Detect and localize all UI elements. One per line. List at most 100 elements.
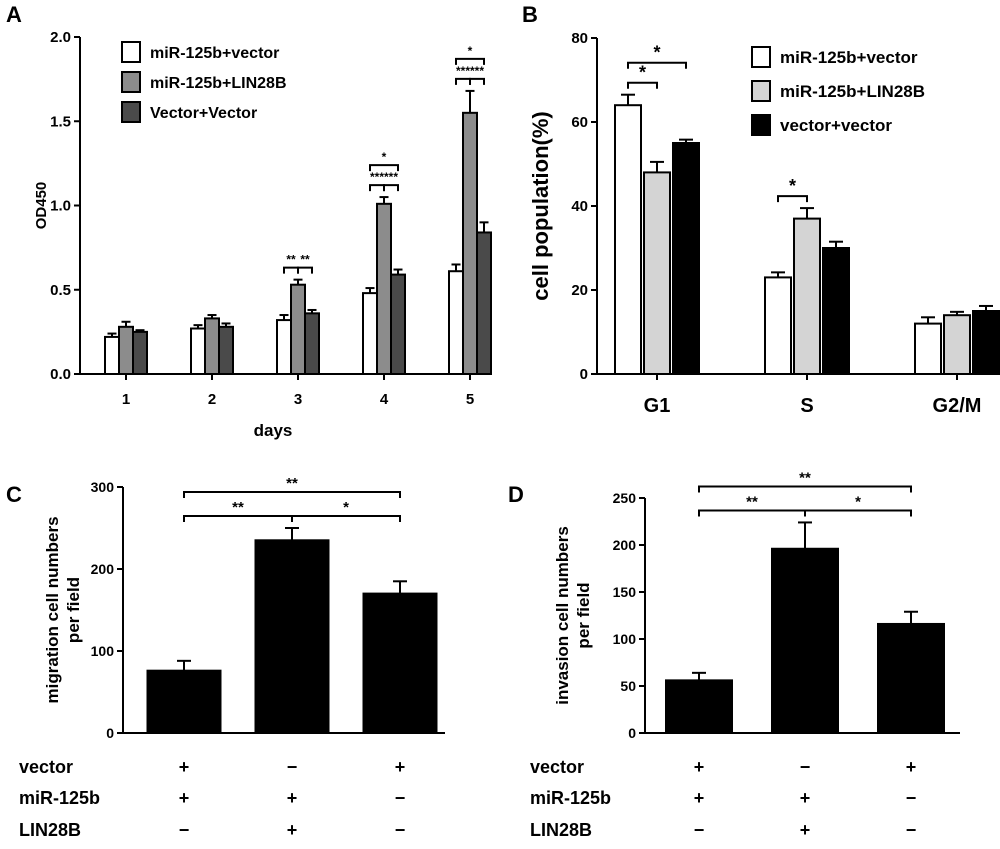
panel-a-legend-label: miR-125b+LIN28B	[150, 75, 287, 92]
panel-a-bar	[276, 319, 292, 375]
panel-b-bar	[943, 314, 971, 376]
panel-c-condition-mark: −	[287, 757, 298, 777]
panel-a-bar	[204, 317, 220, 375]
panel-a-legend-label: miR-125b+vector	[150, 45, 279, 62]
panel-a-legend-swatch	[121, 101, 141, 123]
panel-c-significance-label: *	[343, 499, 349, 516]
panel-a-bar	[448, 270, 464, 375]
panel-c-bar	[146, 669, 222, 734]
panel-a-x-tick-label: 2	[208, 391, 216, 408]
panel-a-bar	[376, 202, 392, 375]
panel-b-y-tick-label: 60	[571, 114, 588, 131]
panel-d-y-axis-label: invasion cell numbers per field	[553, 526, 593, 705]
panel-d-significance-bracket	[698, 509, 806, 517]
panel-a-significance-label: **	[300, 253, 310, 267]
panel-c-condition-mark: +	[179, 757, 190, 777]
panel-a-significance-bracket	[369, 164, 399, 172]
panel-d-bar	[665, 679, 733, 734]
panel-b-bar	[672, 142, 700, 375]
panel-a-x-tick-label: 1	[122, 391, 130, 408]
panel-b-legend-swatch	[751, 114, 771, 136]
panel-b-chart: 0 20 40 60 80 cell population(%) G1 S G2/M miR-12…	[528, 30, 1000, 417]
panel-a-significance-label: *	[468, 44, 473, 58]
panel-b-bar	[793, 217, 821, 375]
panel-c-y-tick-label: 100	[91, 643, 115, 659]
panel-a-chart: 0.0 0.5 1.0 1.5 2.0 OD450 1 2 3 4 5 days miR-125b+ve…	[33, 29, 492, 440]
panel-b-bar	[972, 310, 1000, 375]
panel-b-significance-bracket	[627, 81, 658, 89]
panel-d-y-tick-label: 200	[613, 537, 637, 553]
panel-a-bar	[476, 231, 492, 375]
panel-a-bar	[104, 335, 120, 375]
panel-d-y-tick-label: 100	[613, 631, 637, 647]
panel-d-y-tick-label: 150	[613, 584, 637, 600]
panel-b-legend-label: miR-125b+vector	[780, 48, 918, 67]
panel-d-condition-mark: −	[906, 820, 917, 840]
panel-d-bar	[877, 622, 945, 735]
panel-a-bar	[218, 325, 234, 376]
panel-d-significance-label: *	[855, 493, 861, 510]
panel-letter-b: B	[522, 2, 538, 27]
panel-b-y-tick-label: 40	[571, 198, 588, 215]
panel-c-condition-label: vector	[19, 757, 73, 777]
panel-c-condition-label: miR-125b	[19, 788, 100, 808]
panel-c-significance-bracket	[183, 491, 401, 498]
panel-c-chart: 0 100 200 300 migration cell numbers per fiel…	[19, 475, 445, 840]
panel-c-significance-label: **	[232, 499, 244, 516]
panel-b-bar	[614, 104, 642, 375]
panel-c-y-axis-label: migration cell numbers per field	[43, 516, 83, 703]
panel-b-y-tick-label: 0	[580, 366, 588, 383]
panel-a-bar	[118, 325, 134, 376]
panel-d-condition-mark: +	[800, 820, 811, 840]
panel-c-significance-label: **	[286, 475, 298, 492]
panel-a-y-tick-label: 1.0	[50, 198, 71, 215]
panel-c-condition-mark: +	[395, 757, 406, 777]
panel-b-legend-swatch	[751, 46, 771, 68]
panel-a-significance-bracket	[455, 57, 485, 65]
panel-a-x-tick-label: 3	[294, 391, 302, 408]
panel-c-bar	[254, 539, 330, 734]
panel-b-legend-label: vector+vector	[780, 116, 892, 135]
panel-d-condition-mark: −	[800, 757, 811, 777]
panel-c-condition-mark: +	[287, 820, 298, 840]
panel-c-condition-mark: +	[287, 788, 298, 808]
panel-d-significance-label: **	[746, 493, 758, 510]
panel-a-significance-bracket	[369, 184, 385, 192]
panel-c-significance-bracket	[183, 515, 293, 522]
panel-a-significance-label: ***	[470, 64, 484, 78]
panel-b-significance-label: *	[639, 63, 646, 83]
panel-b-legend-label: miR-125b+LIN28B	[780, 82, 925, 101]
panel-d-significance-label: **	[799, 469, 811, 486]
panel-d-condition-mark: +	[694, 788, 705, 808]
panel-a-bar	[362, 292, 378, 375]
panel-c-y-tick-label: 300	[91, 479, 115, 495]
panel-d-y-tick-label: 0	[628, 725, 636, 741]
panel-b-bar	[914, 322, 942, 376]
panel-b-x-tick-label: G1	[644, 395, 671, 417]
panel-a-bar	[190, 327, 206, 376]
panel-d-bar	[771, 547, 839, 735]
panel-a-significance-label: ***	[384, 170, 398, 184]
panel-a-legend-swatch	[121, 71, 141, 93]
panel-d-y-tick-label: 50	[620, 678, 636, 694]
panel-c-condition-mark: −	[395, 788, 406, 808]
panel-a-legend-label: Vector+Vector	[150, 105, 257, 122]
panel-b-x-tick-label: G2/M	[933, 395, 982, 417]
panel-a-y-tick-label: 0.5	[50, 282, 71, 299]
panel-a-legend-swatch	[121, 41, 141, 63]
panel-a-x-tick-label: 5	[466, 391, 474, 408]
panel-b-significance-bracket	[627, 61, 687, 69]
panel-d-condition-mark: +	[800, 788, 811, 808]
panel-c-y-tick-label: 0	[106, 725, 114, 741]
panel-b-x-tick-label: S	[800, 395, 813, 417]
panel-d-significance-bracket	[698, 485, 912, 493]
panel-a-x-axis-label: days	[254, 421, 293, 440]
panel-letter-a: A	[6, 2, 22, 27]
panel-d-condition-label: LIN28B	[530, 820, 592, 840]
panel-a-significance-bracket	[383, 184, 399, 192]
panel-a-bar	[290, 283, 306, 376]
panel-c-y-tick-label: 200	[91, 561, 115, 577]
panel-d-condition-label: vector	[530, 757, 584, 777]
panel-a-significance-label: *	[382, 150, 387, 164]
